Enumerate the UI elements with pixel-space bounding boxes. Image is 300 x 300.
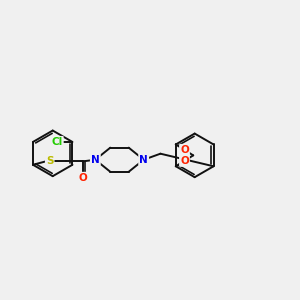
Text: O: O [78, 173, 87, 183]
Text: Cl: Cl [51, 137, 63, 147]
Text: S: S [46, 156, 53, 167]
Text: O: O [180, 145, 189, 155]
Text: O: O [180, 156, 189, 166]
Text: N: N [139, 155, 148, 165]
Text: N: N [91, 155, 100, 165]
